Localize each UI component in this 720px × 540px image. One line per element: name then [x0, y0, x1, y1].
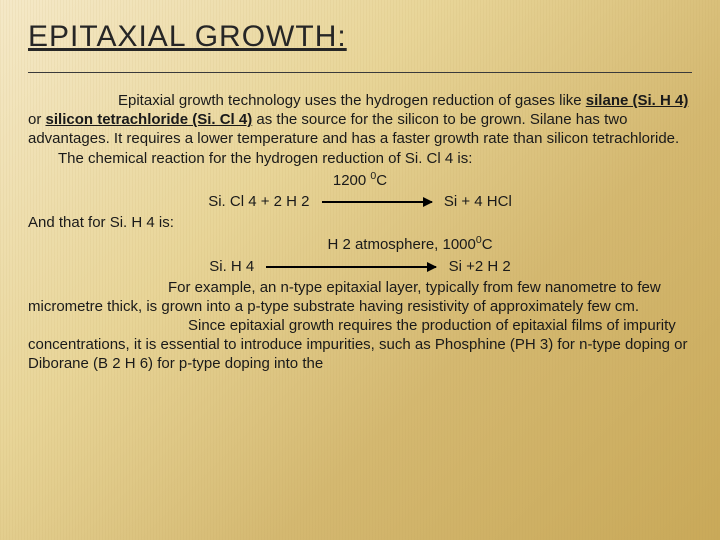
slide-container: EPITAXIAL GROWTH: Epitaxial growth techn… [0, 0, 720, 392]
body-content: Epitaxial growth technology uses the hyd… [28, 91, 692, 374]
para5-text: Since epitaxial growth requires the prod… [28, 317, 688, 372]
paragraph-1: Epitaxial growth technology uses the hyd… [28, 91, 692, 149]
paragraph-5: Since epitaxial growth requires the prod… [28, 316, 692, 374]
arrow-icon [266, 266, 436, 268]
arrow-icon [322, 201, 432, 203]
reaction-2: Si. H 4 Si +2 H 2 [28, 257, 692, 276]
para1-lead: Epitaxial growth technology uses the hyd… [118, 92, 586, 109]
sicl4-term: silicon tetrachloride (Si. Cl 4) [46, 111, 253, 128]
reaction-2-atmos: H 2 atmosphere, 10000C [28, 234, 692, 254]
slide-title: EPITAXIAL GROWTH: [28, 20, 692, 54]
reaction1-temp-unit: C [376, 172, 387, 189]
para4-text: For example, an n-type epitaxial layer, … [28, 279, 661, 315]
silane-term: silane (Si. H 4) [586, 92, 689, 109]
paragraph-4: For example, an n-type epitaxial layer, … [28, 278, 692, 316]
reaction1-lhs: Si. Cl 4 + 2 H 2 [208, 193, 309, 210]
reaction2-lhs: Si. H 4 [209, 258, 254, 275]
title-underline-rule [28, 72, 692, 73]
paragraph-3: And that for Si. H 4 is: [28, 213, 692, 232]
paragraph-2: The chemical reaction for the hydrogen r… [58, 149, 692, 168]
reaction-1-temp: 1200 0C [28, 170, 692, 190]
reaction1-temp-value: 1200 [333, 172, 371, 189]
para1-or: or [28, 111, 46, 128]
reaction2-rhs: Si +2 H 2 [449, 258, 511, 275]
reaction1-rhs: Si + 4 HCl [444, 193, 512, 210]
reaction2-atmos-text: H 2 atmosphere, 1000 [327, 236, 475, 253]
reaction2-atmos-unit: C [482, 236, 493, 253]
reaction-1: Si. Cl 4 + 2 H 2 Si + 4 HCl [28, 192, 692, 211]
